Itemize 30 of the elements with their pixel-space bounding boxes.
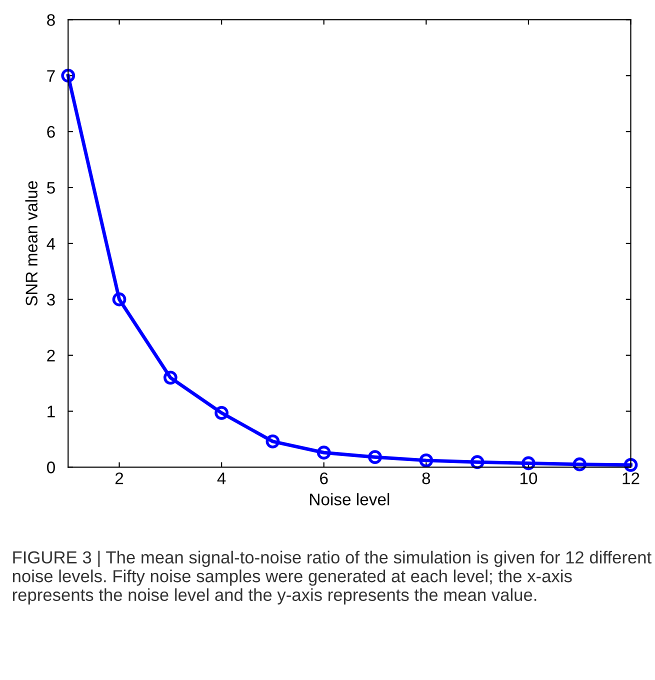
y-axis-title: SNR mean value <box>25 181 38 306</box>
x-tick-label: 12 <box>622 472 640 484</box>
y-tick-label: 1 <box>48 406 55 418</box>
y-tick-label: 5 <box>47 182 55 194</box>
y-tick-label: 6 <box>47 126 55 138</box>
y-tick-label: 4 <box>46 238 56 250</box>
point <box>522 456 536 470</box>
point <box>572 457 587 472</box>
x-tick-label: 2 <box>115 472 124 484</box>
point <box>214 406 229 420</box>
point <box>368 450 382 464</box>
caption: FIGURE 3 | The mean signal-to-noise ratio of the simulation is given for 12 different noise levels. Fifty noise samples were generated at each level; the x-axis represents the noise level and the y-axis represents the mean value. <box>12 550 652 604</box>
point <box>316 446 331 460</box>
point <box>266 434 280 448</box>
x-tick-label: 8 <box>422 472 430 484</box>
x-axis-title: Noise level <box>310 493 390 506</box>
x-tick-label: 10 <box>520 472 538 484</box>
y-tick-label: 7 <box>47 70 55 82</box>
y-tick-label: 2 <box>47 350 55 362</box>
point <box>112 292 126 306</box>
point <box>624 458 638 472</box>
point <box>470 455 484 470</box>
point <box>163 370 178 385</box>
y-tick-label: 8 <box>47 14 55 26</box>
y-tick-label: 0 <box>47 462 55 474</box>
y-tick-label: 3 <box>46 294 55 306</box>
point <box>419 454 434 468</box>
point <box>61 68 76 83</box>
x-tick-label: 4 <box>217 472 226 484</box>
x-tick-label: 6 <box>320 472 328 484</box>
